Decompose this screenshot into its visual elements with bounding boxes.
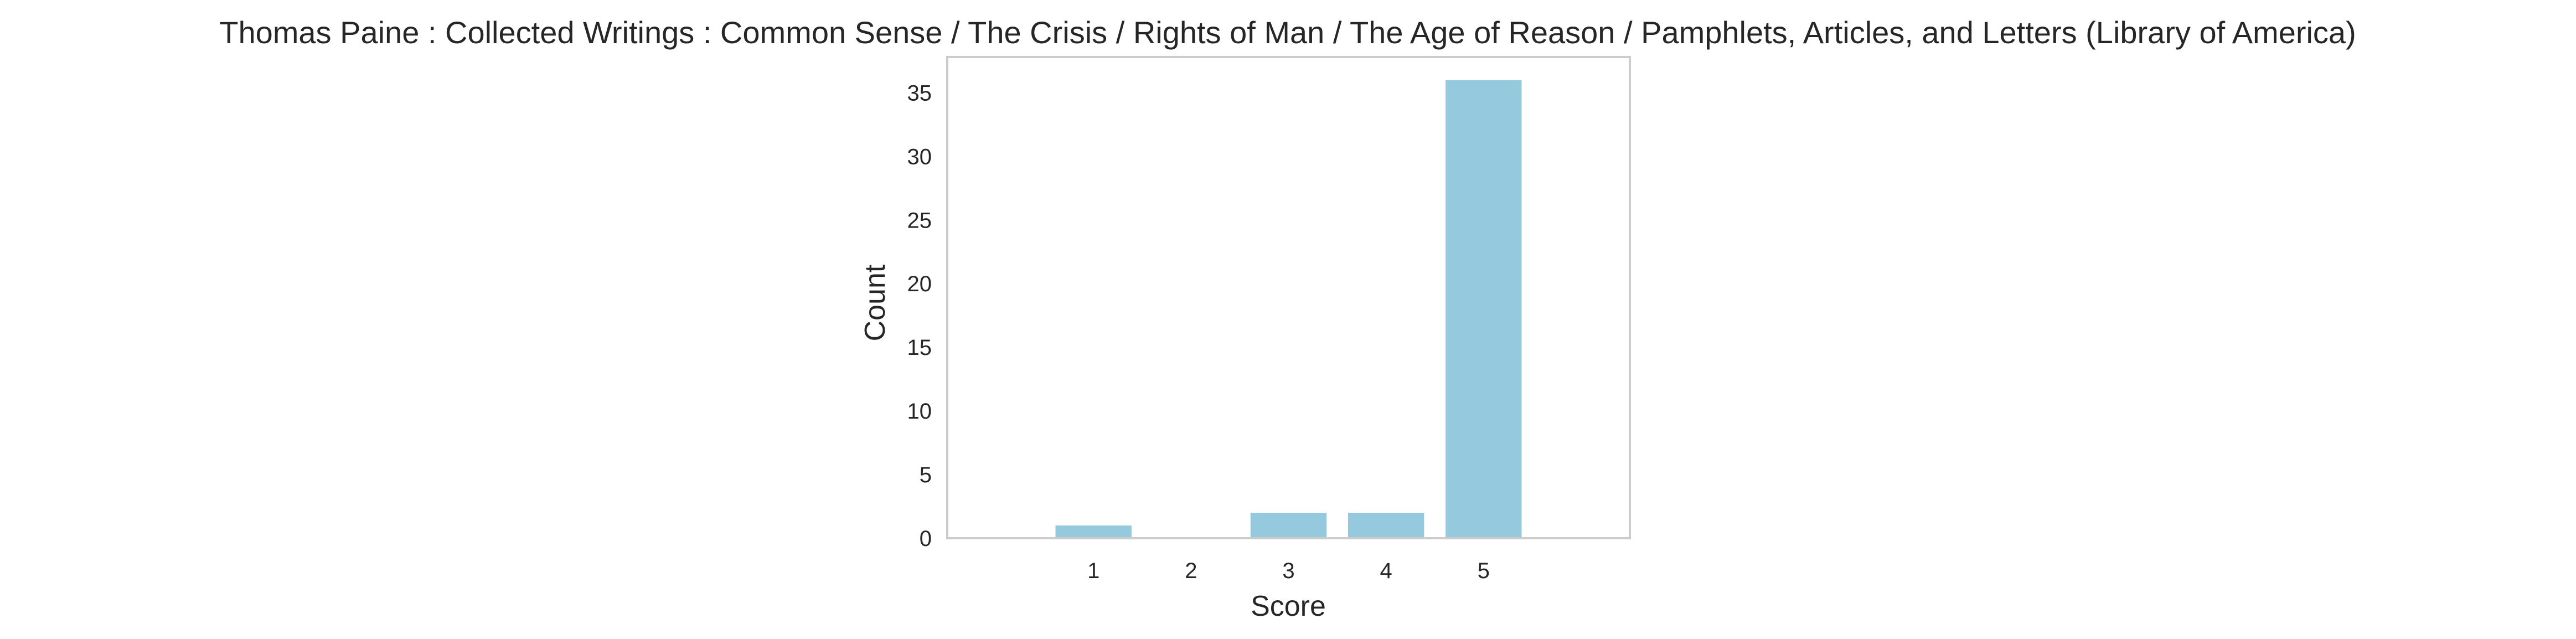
y-tick-label-15: 15 <box>907 336 932 360</box>
y-tick-label-5: 5 <box>920 463 932 487</box>
plot-area: 1 2 3 4 5 0 5 10 15 20 25 30 35 <box>907 56 1631 583</box>
x-tick-label-3: 3 <box>1282 559 1294 583</box>
chart-title: Thomas Paine : Collected Writings : Comm… <box>219 15 2356 50</box>
x-axis-label: Score <box>1251 590 1326 622</box>
x-tick-label-4: 4 <box>1380 559 1392 583</box>
y-axis-label: Count <box>859 264 891 341</box>
y-tick-label-25: 25 <box>907 208 932 233</box>
y-tick-label-0: 0 <box>920 527 932 551</box>
x-tick-label-5: 5 <box>1478 559 1490 583</box>
y-tick-label-20: 20 <box>907 272 932 296</box>
axes-frame <box>946 56 1631 539</box>
x-tick-label-1: 1 <box>1087 559 1099 583</box>
y-tick-label-10: 10 <box>907 399 932 424</box>
bar-score-5 <box>1446 80 1522 538</box>
bar-score-4 <box>1348 513 1424 538</box>
bar-score-1 <box>1055 525 1132 538</box>
x-tick-label-2: 2 <box>1185 559 1197 583</box>
y-tick-label-35: 35 <box>907 81 932 105</box>
y-tick-label-30: 30 <box>907 145 932 169</box>
bar-score-3 <box>1250 513 1327 538</box>
